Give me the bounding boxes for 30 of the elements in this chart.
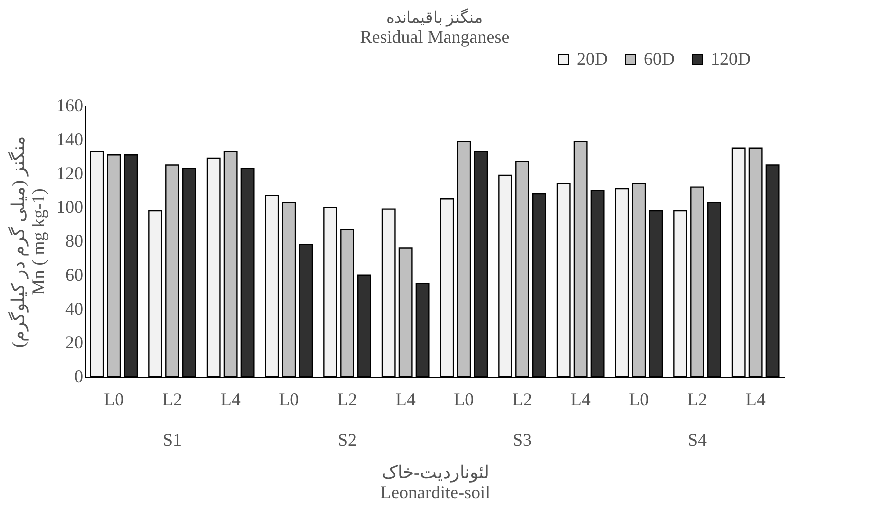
x-tick-label: L2 bbox=[338, 390, 358, 410]
x-tick-label: L2 bbox=[162, 390, 182, 410]
legend-label: 20D bbox=[577, 49, 608, 69]
x-tick-label: L0 bbox=[454, 390, 474, 410]
y-tick-label: 0 bbox=[74, 366, 84, 386]
text: S2 bbox=[338, 430, 358, 450]
y-tick-label: 80 bbox=[66, 231, 84, 251]
x-tick-label: L4 bbox=[746, 390, 766, 410]
y-tick-label: 20 bbox=[66, 332, 84, 353]
text: S1 bbox=[162, 430, 182, 450]
chart-subtitle: Residual Manganese bbox=[360, 27, 510, 47]
y-tick-label: 60 bbox=[66, 264, 84, 285]
x-tick-label: L2 bbox=[512, 390, 532, 410]
x-tick-label: L4 bbox=[396, 390, 416, 410]
legend-label: 60D bbox=[644, 49, 675, 69]
text: S4 bbox=[688, 430, 708, 450]
legend-label: 120D bbox=[711, 49, 751, 69]
chart-title: منگنز باقیمانده bbox=[386, 8, 484, 27]
x-tick-label: L2 bbox=[688, 390, 708, 410]
y-tick-label: 100 bbox=[56, 197, 84, 218]
y-tick-label: 40 bbox=[66, 298, 84, 319]
y-tick-label: 140 bbox=[56, 129, 84, 150]
y-tick-label: 120 bbox=[56, 163, 84, 184]
y-tick-label: 160 bbox=[56, 96, 84, 116]
x-tick-label: L0 bbox=[629, 390, 650, 410]
x-tick-label: L0 bbox=[104, 390, 124, 410]
text: S3 bbox=[512, 430, 532, 450]
x-tick-label: L0 bbox=[279, 390, 300, 410]
x-tick-label: L4 bbox=[570, 390, 591, 410]
x-tick-label: L4 bbox=[220, 390, 241, 410]
